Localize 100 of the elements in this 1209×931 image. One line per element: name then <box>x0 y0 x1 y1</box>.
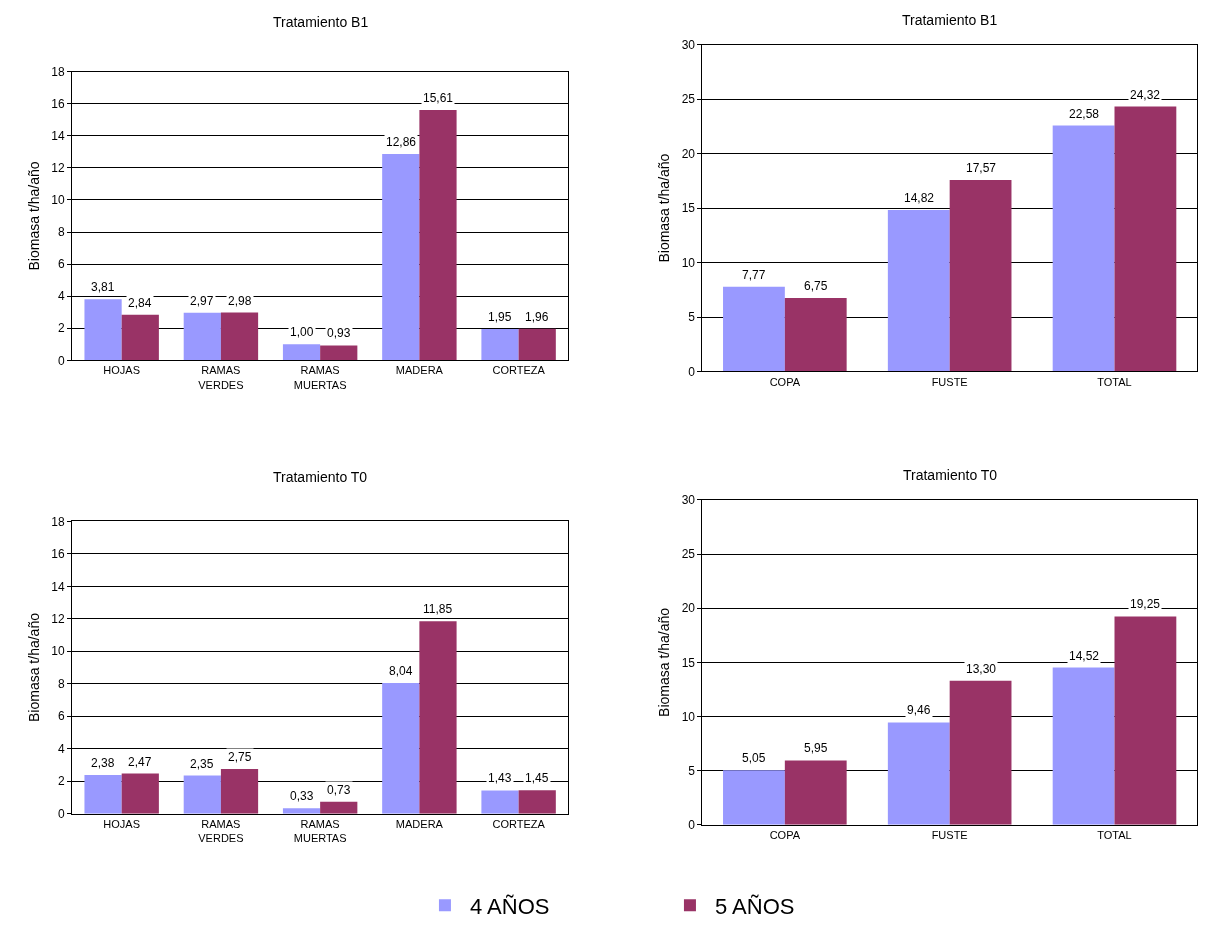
y-tick-label: 8 <box>57 676 65 691</box>
y-tick-label: 6 <box>57 257 65 272</box>
x-tick-label: MADERA <box>395 364 444 377</box>
legend-label: 5 AÑOS <box>714 893 795 919</box>
x-tick-label: MADERA <box>395 817 444 830</box>
bar <box>1052 667 1115 825</box>
bar <box>481 790 519 814</box>
y-tick-label: 2 <box>57 321 65 336</box>
y-tick-label: 15 <box>681 201 696 216</box>
data-label: 17,57 <box>966 161 997 175</box>
bar <box>887 722 950 825</box>
y-tick-label: 16 <box>51 547 65 562</box>
data-label: 9,46 <box>907 703 931 717</box>
data-label: 24,32 <box>1130 88 1161 102</box>
bar <box>723 770 785 825</box>
bar <box>1052 125 1115 372</box>
data-label: 2,35 <box>190 757 214 771</box>
x-tick-label: TOTAL <box>1097 829 1132 842</box>
y-tick-label: 10 <box>681 709 696 724</box>
bar <box>121 773 159 814</box>
data-label: 19,25 <box>1130 597 1161 611</box>
y-tick-label: 20 <box>681 601 696 616</box>
x-tick-label: RAMAS VERDES <box>198 364 244 391</box>
y-tick-label: 30 <box>681 37 696 52</box>
y-tick-label: 25 <box>681 547 696 562</box>
y-tick-label: 10 <box>51 644 65 659</box>
bar <box>419 621 457 814</box>
y-tick-label: 0 <box>688 364 696 379</box>
data-label: 14,82 <box>904 191 935 205</box>
bar <box>121 314 159 361</box>
data-label: 12,86 <box>386 135 417 149</box>
data-label: 2,47 <box>128 755 152 769</box>
bar <box>220 312 259 361</box>
bar <box>887 210 950 372</box>
data-label: 2,97 <box>190 294 214 308</box>
y-tick-label: 10 <box>681 255 696 270</box>
bar <box>320 345 358 361</box>
y-axis-title: Biomasa t/ha/año <box>656 153 673 263</box>
bar <box>723 286 785 372</box>
x-tick-label: RAMAS MUERTAS <box>293 817 347 845</box>
data-label: 0,93 <box>327 326 351 340</box>
y-tick-label: 20 <box>681 146 696 161</box>
x-tick-label: COPA <box>769 375 801 388</box>
x-tick-label: TOTAL <box>1097 375 1132 388</box>
y-tick-label: 5 <box>688 763 696 778</box>
data-label: 2,38 <box>91 756 115 770</box>
data-label: 2,84 <box>128 296 152 310</box>
data-label: 5,05 <box>742 751 766 765</box>
legend-label: 4 AÑOS <box>469 893 550 919</box>
bar <box>282 808 321 814</box>
data-label: 1,45 <box>525 771 549 785</box>
bar <box>382 683 420 814</box>
data-label: 2,98 <box>228 294 252 308</box>
data-label: 0,73 <box>327 783 351 797</box>
chart-title: Tratamiento B1 <box>902 12 998 28</box>
chart-title: Tratamiento T0 <box>903 467 998 483</box>
data-label: 8,04 <box>389 664 413 678</box>
bar <box>1114 106 1177 372</box>
y-tick-label: 25 <box>681 92 696 107</box>
bar <box>382 154 420 361</box>
x-tick-label: FUSTE <box>931 829 968 842</box>
bar <box>949 680 1012 825</box>
x-tick-label: CORTEZA <box>492 817 546 830</box>
bar <box>518 790 556 814</box>
data-label: 1,95 <box>488 310 512 324</box>
x-tick-label: RAMAS VERDES <box>198 817 244 845</box>
y-axis-title: Biomasa t/ha/año <box>25 612 42 723</box>
y-tick-label: 5 <box>688 310 696 325</box>
x-tick-label: CORTEZA <box>492 364 546 377</box>
x-tick-label: HOJAS <box>103 817 141 830</box>
data-label: 7,77 <box>742 268 766 282</box>
y-tick-label: 30 <box>681 493 696 508</box>
bar <box>949 180 1012 372</box>
y-tick-label: 16 <box>51 96 65 111</box>
y-tick-label: 4 <box>57 741 65 756</box>
x-tick-label: HOJAS <box>103 364 141 377</box>
chart-title: Tratamiento B1 <box>273 14 369 30</box>
y-axis-title: Biomasa t/ha/año <box>25 161 42 271</box>
bar <box>481 329 519 361</box>
bar <box>84 299 122 361</box>
data-label: 14,52 <box>1069 649 1100 663</box>
bar <box>784 297 847 372</box>
bar <box>282 344 321 361</box>
y-tick-label: 14 <box>51 579 65 594</box>
y-tick-label: 12 <box>51 612 65 626</box>
bar <box>518 328 556 361</box>
y-tick-label: 0 <box>57 806 65 821</box>
data-label: 22,58 <box>1069 107 1100 121</box>
y-tick-label: 4 <box>57 289 65 304</box>
y-tick-label: 0 <box>688 818 696 833</box>
y-tick-label: 18 <box>51 64 65 79</box>
y-tick-label: 12 <box>51 161 65 176</box>
data-label: 0,33 <box>290 789 314 803</box>
bar <box>220 769 259 814</box>
bar <box>784 760 847 825</box>
bar <box>1114 616 1177 825</box>
data-label: 13,30 <box>966 662 997 676</box>
data-label: 11,85 <box>423 602 453 616</box>
x-tick-label: RAMAS MUERTAS <box>293 364 347 391</box>
chart-title: Tratamiento T0 <box>273 469 368 485</box>
